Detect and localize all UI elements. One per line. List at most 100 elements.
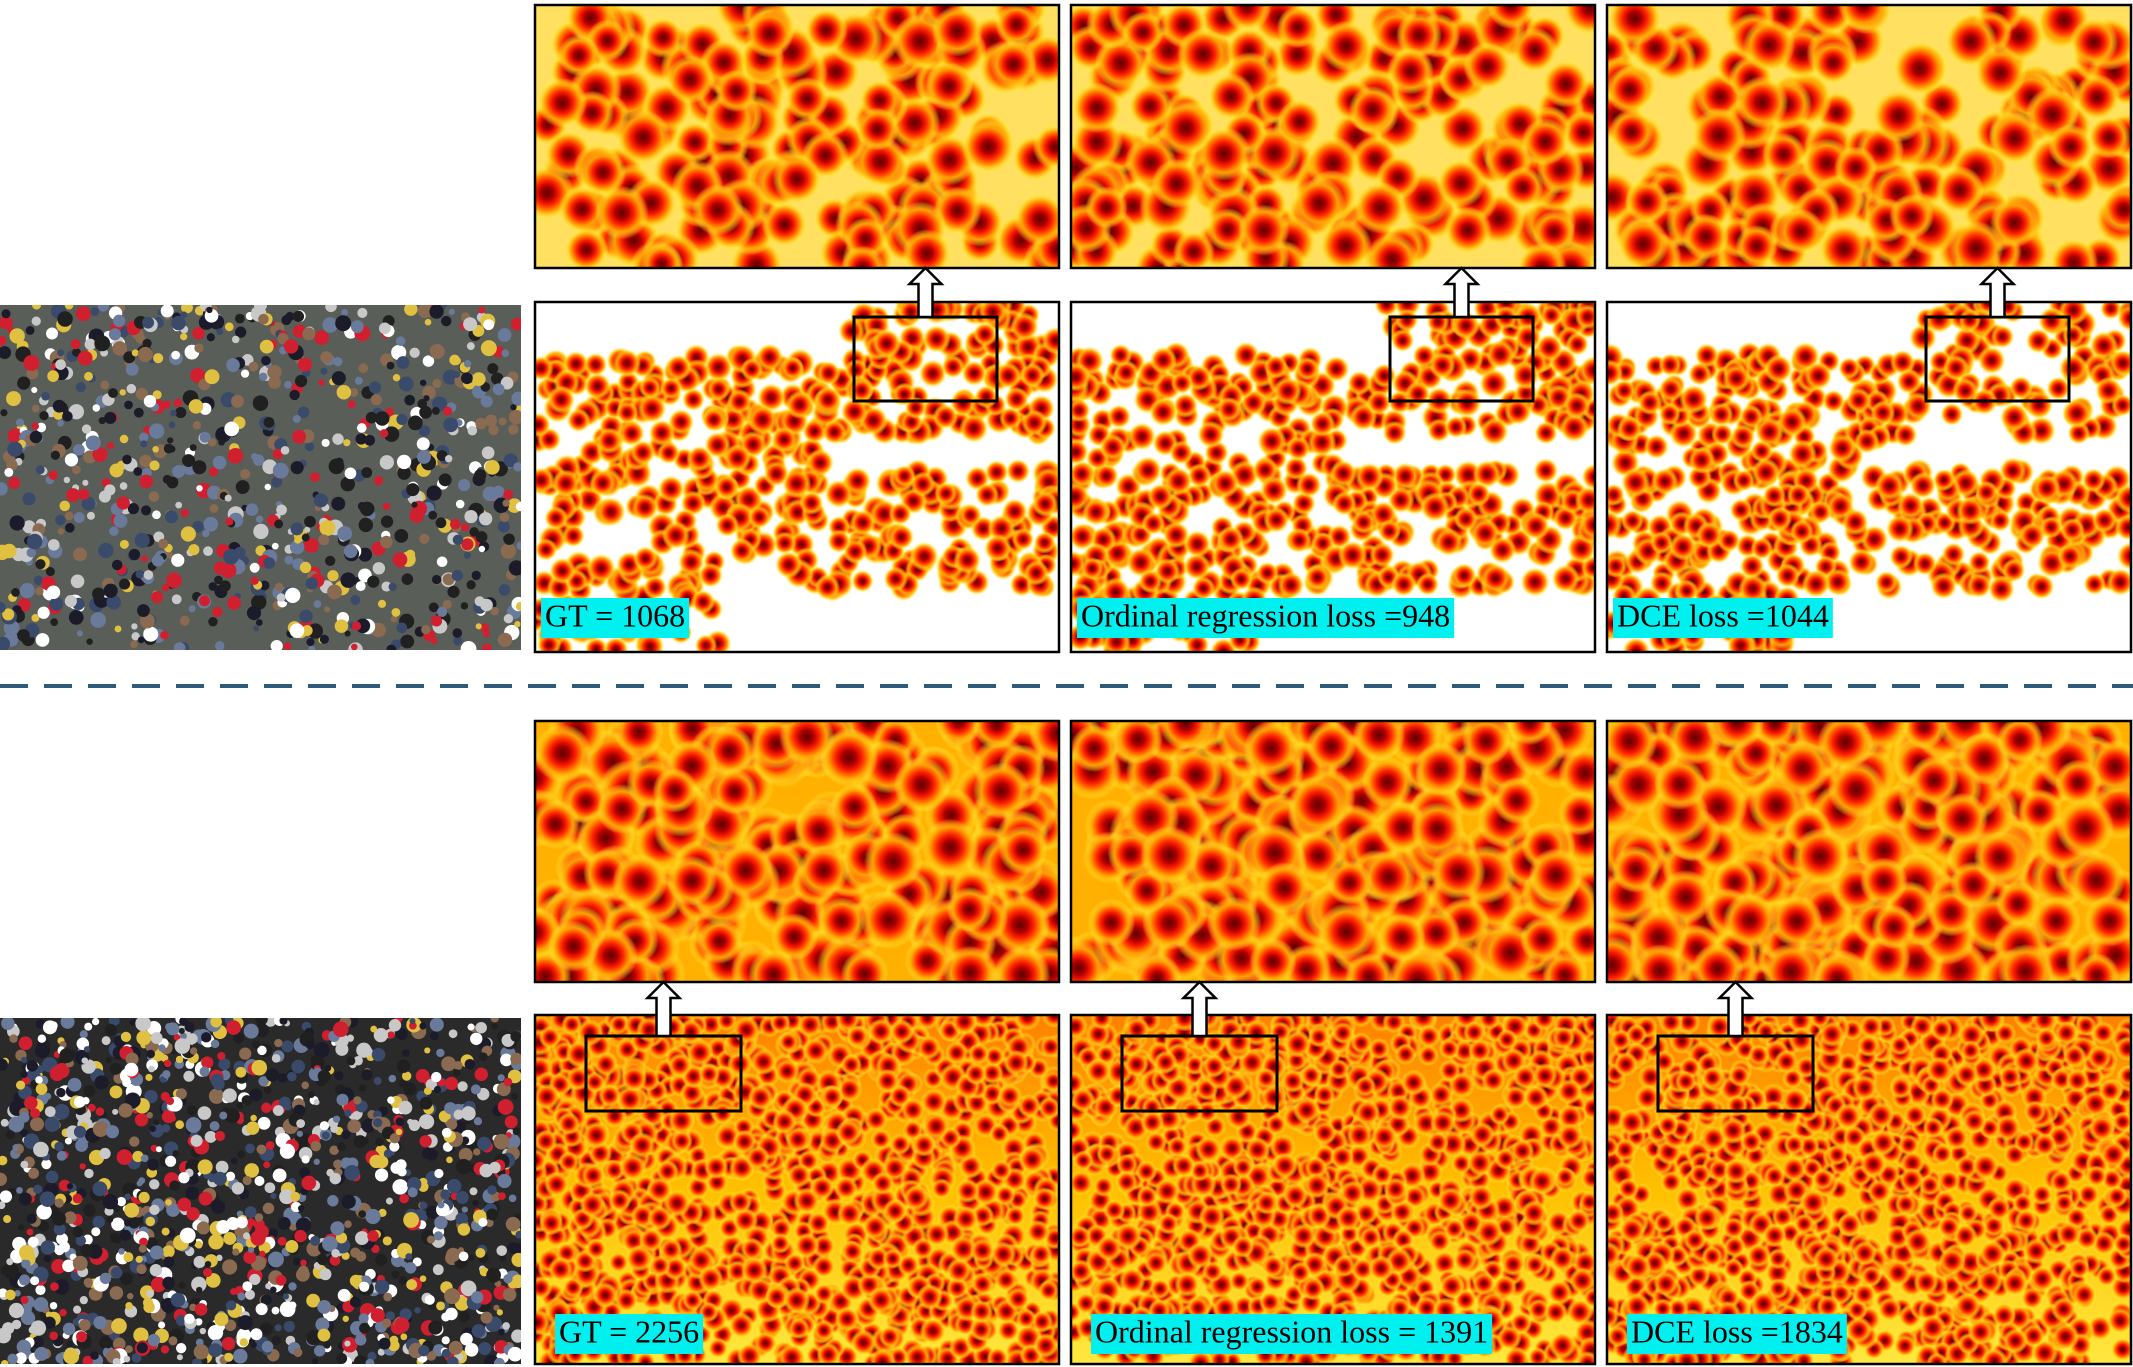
person bbox=[189, 444, 197, 452]
density-dot bbox=[1908, 323, 1938, 352]
person bbox=[317, 1069, 331, 1083]
person bbox=[20, 1295, 29, 1305]
density-dot bbox=[1767, 506, 1792, 531]
density-dot bbox=[1658, 376, 1684, 402]
person bbox=[364, 434, 376, 446]
person bbox=[397, 1167, 407, 1177]
density-dot bbox=[2018, 522, 2046, 550]
person bbox=[261, 1340, 274, 1353]
person bbox=[354, 376, 363, 385]
person bbox=[321, 438, 330, 447]
density-dot bbox=[1355, 462, 1384, 491]
person bbox=[227, 596, 242, 610]
person bbox=[441, 1312, 451, 1322]
person bbox=[480, 340, 497, 357]
density-dot bbox=[535, 412, 551, 438]
density-dot bbox=[1480, 417, 1509, 446]
person bbox=[210, 1018, 222, 1028]
person bbox=[406, 483, 420, 497]
person bbox=[322, 1235, 338, 1252]
density-dot bbox=[697, 562, 724, 588]
density-dot bbox=[711, 768, 758, 815]
density-dot bbox=[557, 34, 600, 77]
person bbox=[49, 1331, 58, 1341]
person bbox=[56, 1150, 67, 1161]
person bbox=[226, 1020, 241, 1035]
person bbox=[48, 1021, 58, 1030]
person bbox=[418, 1345, 430, 1357]
person bbox=[319, 520, 336, 536]
person bbox=[45, 567, 55, 577]
density-dot bbox=[2100, 186, 2131, 233]
person bbox=[205, 1273, 221, 1288]
person bbox=[466, 580, 476, 590]
person bbox=[498, 1328, 505, 1336]
person bbox=[255, 1018, 268, 1026]
person bbox=[503, 533, 515, 545]
person bbox=[264, 1182, 276, 1194]
person bbox=[453, 371, 461, 379]
density-dot bbox=[1453, 507, 1478, 532]
person bbox=[255, 619, 263, 626]
person bbox=[483, 630, 491, 638]
person bbox=[515, 501, 521, 512]
density-dot bbox=[1001, 498, 1028, 525]
person bbox=[353, 1096, 362, 1105]
person bbox=[470, 1032, 483, 1045]
person bbox=[99, 1147, 111, 1160]
density-dot bbox=[1127, 422, 1157, 451]
person bbox=[22, 520, 36, 534]
person bbox=[421, 624, 431, 635]
person bbox=[35, 633, 50, 647]
person bbox=[82, 1355, 94, 1364]
person bbox=[371, 1244, 380, 1254]
person bbox=[373, 1118, 383, 1128]
density-dot bbox=[1804, 361, 1833, 390]
person bbox=[296, 1119, 306, 1128]
density-dot bbox=[756, 382, 786, 413]
person bbox=[225, 1171, 236, 1182]
density-dot bbox=[1838, 5, 1889, 31]
person bbox=[0, 1201, 6, 1210]
density-dot bbox=[1764, 354, 1793, 384]
person bbox=[451, 570, 463, 582]
density-map bbox=[1071, 5, 1595, 268]
density-dot bbox=[1207, 72, 1255, 121]
person bbox=[416, 437, 430, 451]
person bbox=[68, 610, 84, 625]
person bbox=[434, 1215, 448, 1230]
person bbox=[131, 632, 140, 641]
person bbox=[317, 1328, 331, 1342]
person bbox=[478, 1217, 488, 1227]
person bbox=[277, 1216, 291, 1230]
person bbox=[279, 1189, 295, 1205]
person bbox=[184, 1021, 195, 1032]
person bbox=[463, 317, 478, 332]
density-dot bbox=[1989, 198, 2040, 248]
density-dot bbox=[1729, 498, 1753, 522]
person bbox=[109, 1085, 123, 1099]
person bbox=[472, 1200, 479, 1207]
density-dot bbox=[537, 77, 588, 128]
person bbox=[119, 539, 129, 549]
person bbox=[36, 1204, 52, 1220]
density-dot bbox=[1348, 85, 1397, 134]
person bbox=[324, 606, 331, 613]
person bbox=[191, 1276, 207, 1292]
person bbox=[45, 1170, 59, 1184]
person bbox=[398, 376, 414, 392]
person bbox=[271, 476, 283, 488]
person bbox=[396, 1059, 411, 1073]
density-dot bbox=[1735, 75, 1789, 129]
person bbox=[453, 1069, 461, 1077]
density-dot bbox=[854, 135, 907, 188]
person bbox=[510, 1031, 521, 1042]
person bbox=[119, 434, 129, 444]
person bbox=[124, 1062, 139, 1077]
person bbox=[284, 555, 294, 565]
person bbox=[32, 305, 42, 310]
person bbox=[185, 1186, 199, 1200]
person bbox=[139, 613, 155, 629]
density-dot bbox=[1263, 506, 1290, 534]
person bbox=[498, 1192, 506, 1201]
